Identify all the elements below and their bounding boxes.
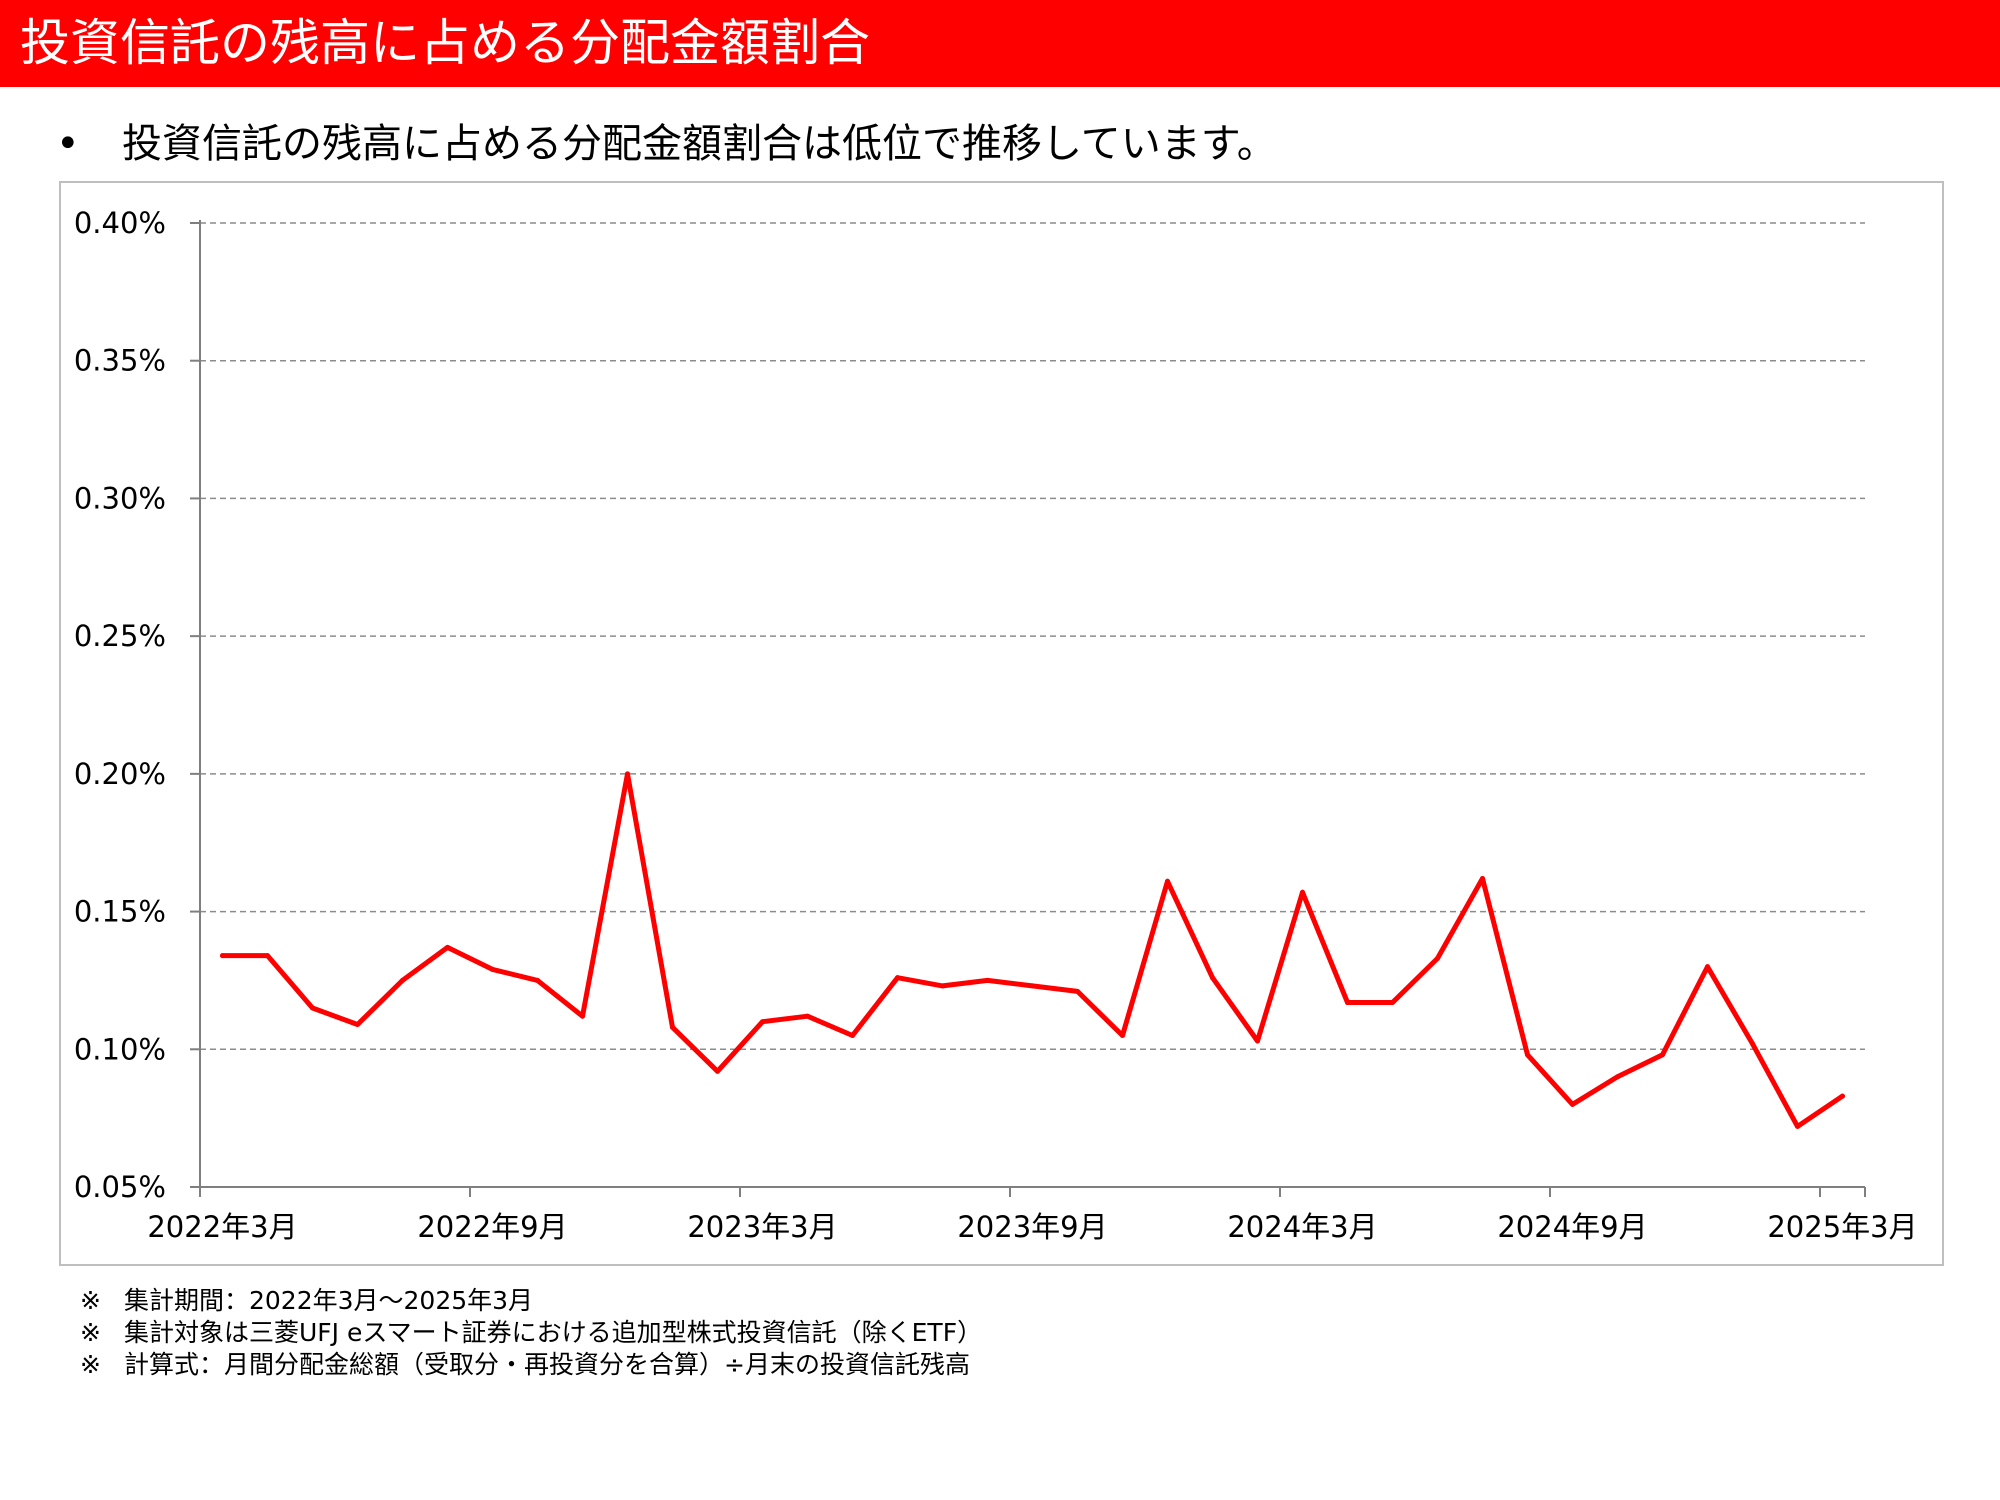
data-point [1435,955,1440,961]
note-mark: ※ [80,1350,101,1379]
data-point [1255,1038,1260,1044]
data-point [1075,988,1080,994]
data-point [940,983,945,989]
data-point [265,953,270,959]
data-point [535,977,540,983]
note-mark: ※ [80,1286,101,1315]
bullet-marker: • [56,121,80,167]
footnotes: ※ 集計期間：2022年3月～2025年3月 ※ 集計対象は三菱UFJ eスマート証… [80,1285,982,1381]
data-point [220,953,225,959]
y-tick-label: 0.40% [74,206,166,240]
data-point [1165,878,1170,884]
data-point [1525,1052,1530,1058]
data-point [1390,999,1395,1005]
y-tick-label: 0.20% [74,757,166,791]
data-point [355,1021,360,1027]
footnote-period: ※ 集計期間：2022年3月～2025年3月 [80,1285,982,1317]
line-chart: 0.05% 0.10% 0.15% 0.20% 0.25% 0.30% 0.35% 0.40%… [74,206,1918,1244]
data-point [310,1005,315,1011]
data-point [625,771,630,777]
data-point [1750,1041,1755,1047]
summary-text: 投資信託の残高に占める分配金額割合は低位で推移しています。 [122,121,1277,167]
data-point [670,1024,675,1030]
data-point [1210,975,1215,981]
data-point [1300,889,1305,895]
x-tick-label: 2025年3月 [1767,1210,1917,1244]
data-point [400,977,405,983]
x-tick-label: 2022年9月 [417,1210,567,1244]
data-point [985,977,990,983]
data-point [580,1013,585,1019]
data-point [1840,1093,1845,1099]
data-point [1570,1101,1575,1107]
data-point [1795,1123,1800,1129]
summary-bullet: • 投資信託の残高に占める分配金額割合は低位で推移しています。 [56,116,1277,172]
data-point [895,975,900,981]
series-line [220,771,1845,1129]
title-bar: 投資信託の残高に占める分配金額割合 [0,0,2000,87]
data-point [445,944,450,950]
data-point [805,1013,810,1019]
data-point [1480,876,1485,882]
y-tick-label: 0.25% [74,619,166,653]
footnote-text: 集計対象は三菱UFJ eスマート証券における追加型株式投資信託（除くETF） [124,1318,983,1347]
x-tick-label: 2023年9月 [957,1210,1107,1244]
data-point [1705,964,1710,970]
footnote-formula: ※ 計算式：月間分配金総額（受取分・再投資分を合算）÷月末の投資信託残高 [80,1349,982,1381]
data-point [1345,999,1350,1005]
data-point [1660,1052,1665,1058]
x-tick-label: 2024年3月 [1227,1210,1377,1244]
data-point [1030,983,1035,989]
footnote-scope: ※ 集計対象は三菱UFJ eスマート証券における追加型株式投資信託（除くETF） [80,1317,982,1349]
data-point [850,1033,855,1039]
data-point [760,1019,765,1025]
note-mark: ※ [80,1318,101,1347]
x-tick-label: 2023年3月 [687,1210,837,1244]
data-point [715,1068,720,1074]
chart-frame [59,181,1944,1266]
x-tick-label: 2024年9月 [1497,1210,1647,1244]
x-tick-label: 2022年3月 [147,1210,297,1244]
y-tick-label: 0.10% [74,1032,166,1066]
data-point [1615,1074,1620,1080]
y-tick-label: 0.30% [74,481,166,515]
y-tick-label: 0.05% [74,1170,166,1204]
page-title: 投資信託の残高に占める分配金額割合 [20,14,870,72]
y-tick-label: 0.35% [74,344,166,378]
footnote-text: 集計期間：2022年3月～2025年3月 [124,1286,534,1315]
y-tick-label: 0.15% [74,895,166,929]
data-point [490,966,495,972]
footnote-text: 計算式：月間分配金総額（受取分・再投資分を合算）÷月末の投資信託残高 [124,1350,970,1379]
data-point [1120,1033,1125,1039]
